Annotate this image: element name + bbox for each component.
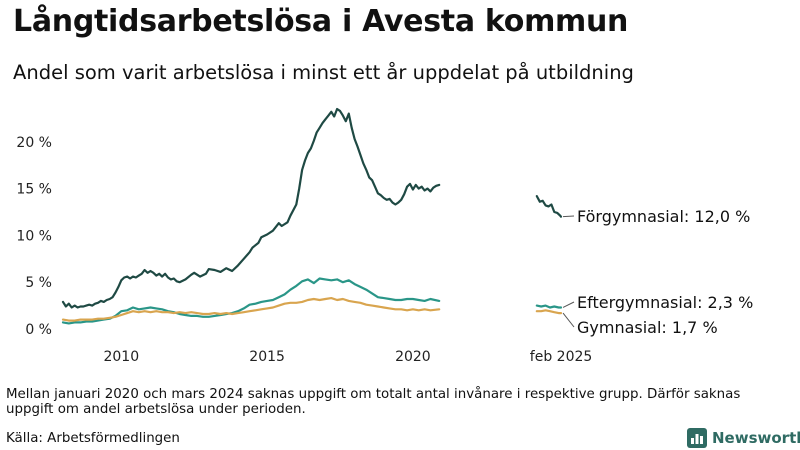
- series-eftergymnasial: [61, 277, 563, 325]
- series-forgymnasial: [61, 107, 563, 309]
- y-tick-label: 15 %: [16, 182, 52, 198]
- y-tick-label: 0 %: [25, 322, 52, 338]
- x-tick-label: 2010: [103, 349, 139, 365]
- series-layer: [61, 107, 563, 325]
- y-tick-label: 5 %: [25, 275, 52, 291]
- brand-name: Newsworthy: [712, 429, 800, 447]
- y-tick-label: 10 %: [16, 228, 52, 244]
- end-label-forgymnasial: Förgymnasial: 12,0 %: [577, 207, 750, 226]
- y-tick-label: 20 %: [16, 135, 52, 151]
- footnote: Mellan januari 2020 och mars 2024 saknas…: [6, 387, 741, 417]
- series-line-gymnasial-segment-2: [535, 309, 563, 315]
- end-label-leader-gymnasial: [562, 312, 575, 328]
- brand-logo[interactable]: Newsworthy: [687, 428, 800, 448]
- x-axis: 2010 2015 2020 feb 2025: [103, 349, 592, 365]
- end-label-leader-forgymnasial: [563, 215, 575, 218]
- series-line-forgymnasial-segment-1: [61, 107, 441, 309]
- series-line-forgymnasial-segment-2: [535, 195, 563, 218]
- series-line-gymnasial-segment-1: [61, 297, 441, 322]
- x-tick-label: 2015: [249, 349, 285, 365]
- bar-chart-icon: [687, 428, 707, 448]
- source-text: Källa: Arbetsförmedlingen: [6, 431, 180, 446]
- line-chart: 0 %5 %10 %15 %20 % 2010 2015 2020 feb 2025 …: [16, 107, 753, 365]
- series-line-eftergymnasial-segment-2: [535, 304, 563, 309]
- series-line-eftergymnasial-segment-1: [61, 277, 441, 325]
- end-label-leader-eftergymnasial: [562, 301, 575, 308]
- chart-subtitle: Andel som varit arbetslösa i minst ett å…: [13, 61, 634, 84]
- x-tick-label: 2020: [395, 349, 431, 365]
- x-tick-label: feb 2025: [530, 349, 593, 365]
- end-label-gymnasial: Gymnasial: 1,7 %: [577, 318, 718, 337]
- chart-title: Långtidsarbetslösa i Avesta kommun: [13, 4, 629, 39]
- end-labels: Förgymnasial: 12,0 % Eftergymnasial: 2,3 …: [562, 207, 753, 337]
- y-axis: 0 % 5 % 10 % 15 % 20 %: [16, 135, 52, 338]
- series-gymnasial: [61, 297, 563, 322]
- end-label-eftergymnasial: Eftergymnasial: 2,3 %: [577, 293, 753, 312]
